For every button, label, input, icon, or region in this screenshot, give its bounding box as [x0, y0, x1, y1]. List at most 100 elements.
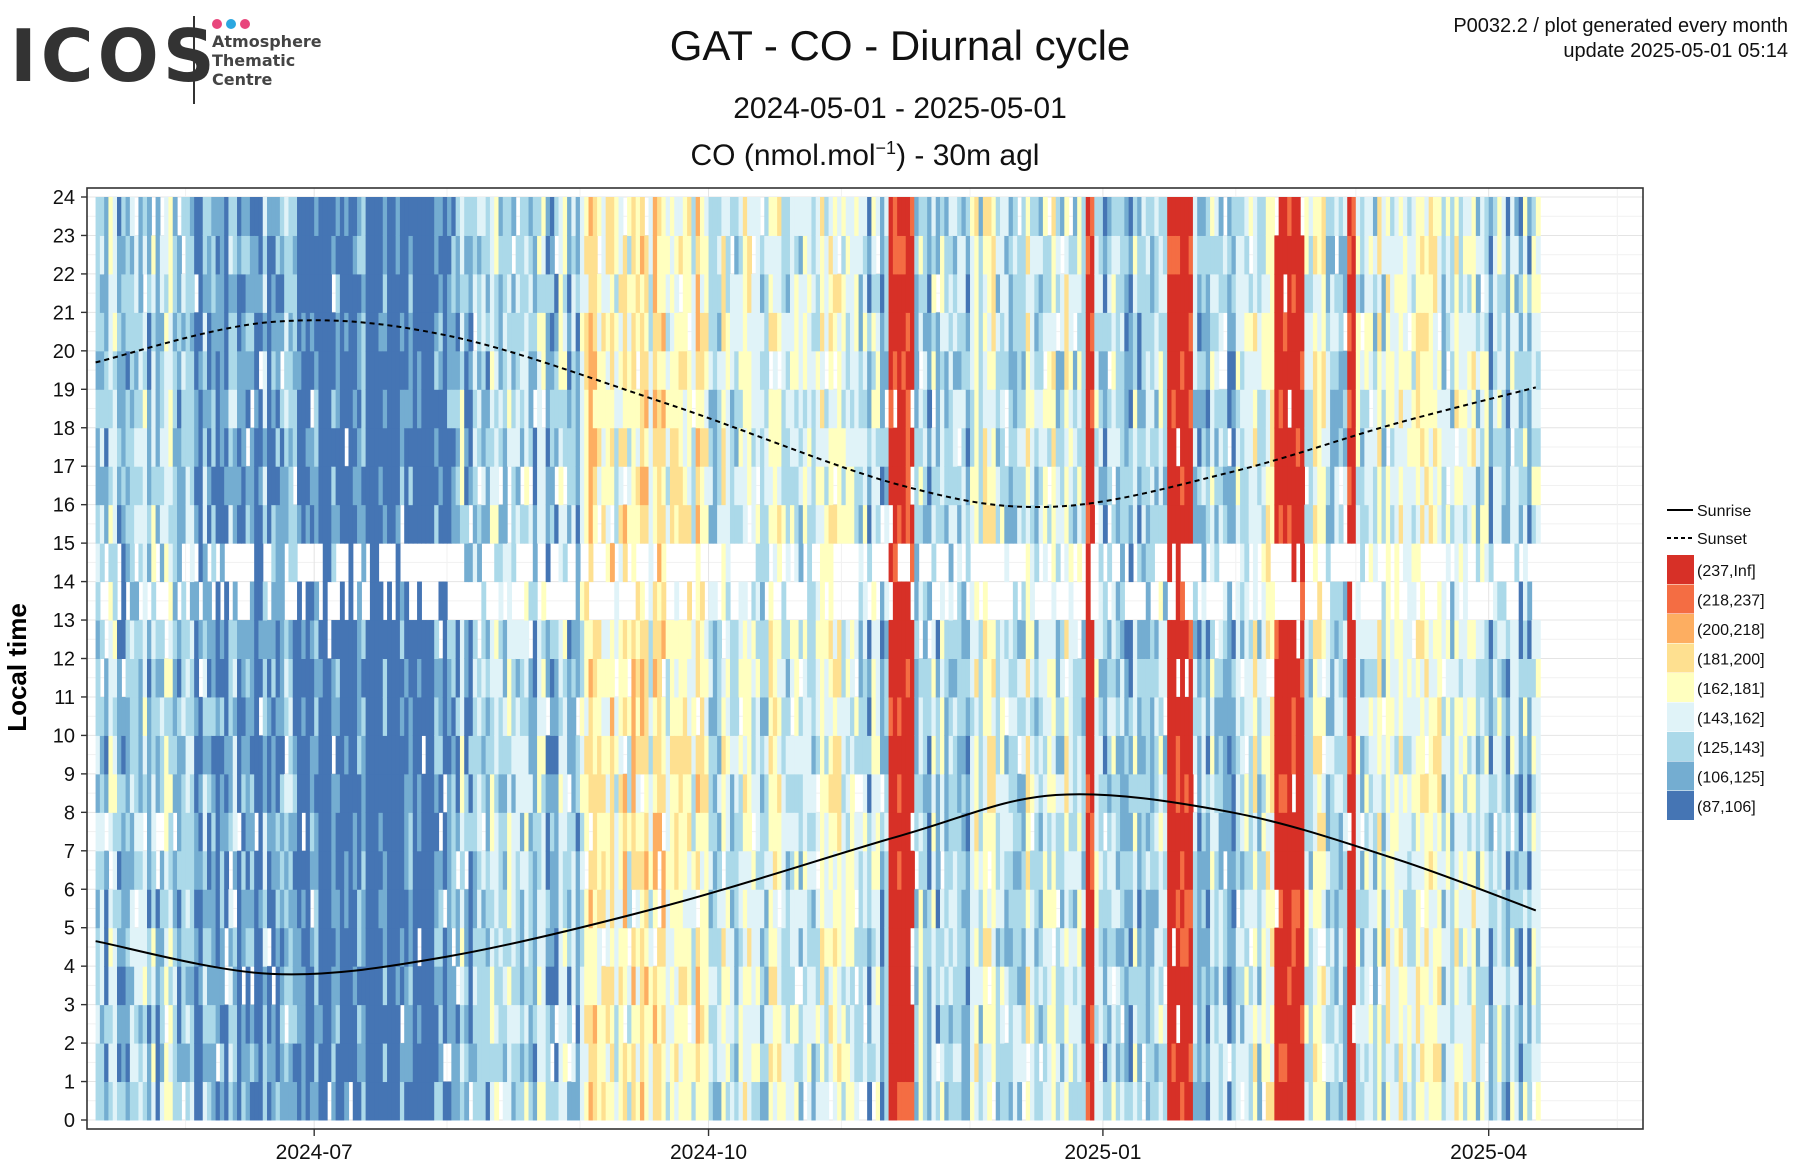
heatmap-cell	[597, 350, 602, 390]
heatmap-cell	[232, 850, 238, 890]
heatmap-cell	[772, 197, 778, 236]
heatmap-cell	[434, 427, 440, 467]
heatmap-cell	[592, 889, 598, 929]
heatmap-cell	[305, 620, 311, 659]
heatmap-cell	[477, 812, 482, 852]
heatmap-cell	[841, 235, 847, 275]
heatmap-cell	[794, 735, 800, 775]
heatmap-cell	[348, 427, 354, 467]
heatmap-cell	[1004, 197, 1010, 236]
heatmap-cell	[1021, 696, 1027, 736]
heatmap-cell	[1038, 466, 1044, 506]
heatmap-cell	[245, 812, 251, 852]
heatmap-cell	[644, 427, 650, 467]
heatmap-cell	[309, 581, 315, 621]
heatmap-cell	[635, 850, 641, 890]
heatmap-cell	[297, 581, 302, 621]
heatmap-cell	[592, 1081, 598, 1121]
heatmap-cell	[425, 389, 431, 429]
heatmap-cell	[404, 389, 410, 429]
heatmap-cell	[494, 273, 500, 313]
heatmap-cell	[412, 504, 418, 544]
heatmap-cell	[905, 889, 911, 929]
heatmap-cell	[832, 812, 838, 852]
heatmap-cell	[455, 312, 461, 352]
heatmap-cell	[567, 1081, 572, 1121]
heatmap-cell	[627, 504, 632, 544]
heatmap-cell	[970, 581, 975, 621]
heatmap-cell	[177, 1043, 182, 1083]
heatmap-cell	[134, 389, 140, 429]
heatmap-cell	[297, 927, 302, 967]
heatmap-cell	[875, 427, 881, 467]
heatmap-cell	[108, 389, 114, 429]
heatmap-cell	[948, 273, 954, 313]
heatmap-cell	[369, 927, 375, 967]
heatmap-cell	[1034, 927, 1040, 967]
heatmap-cell	[369, 620, 375, 659]
heatmap-cell	[404, 504, 410, 544]
heatmap-cell	[142, 504, 148, 544]
heatmap-cell	[828, 504, 834, 544]
heatmap-cell	[622, 312, 628, 352]
heatmap-cell	[511, 427, 517, 467]
heatmap-cell	[772, 273, 778, 313]
heatmap-cell	[245, 889, 251, 929]
heatmap-cell	[1000, 927, 1005, 967]
heatmap-cell	[1030, 504, 1035, 544]
heatmap-cell	[880, 966, 885, 1006]
heatmap-cell	[275, 543, 281, 583]
heatmap-cell	[678, 812, 684, 852]
heatmap-cell	[357, 966, 362, 1006]
heatmap-cell	[747, 466, 753, 506]
heatmap-cell	[224, 235, 230, 275]
heatmap-cell	[1034, 389, 1040, 429]
variable-title-exponent: −1	[875, 138, 897, 158]
heatmap-cell	[614, 812, 620, 852]
logo-wordmark: ICOS	[10, 14, 219, 98]
heatmap-cell	[164, 889, 170, 929]
heatmap-cell	[369, 504, 375, 544]
heatmap-cell	[245, 504, 251, 544]
heatmap-cell	[639, 620, 645, 659]
heatmap-cell	[841, 735, 847, 775]
heatmap-cell	[215, 696, 221, 736]
heatmap-cell	[125, 350, 131, 390]
heatmap-cell	[652, 1081, 658, 1121]
heatmap-cell	[215, 773, 221, 813]
heatmap-cell	[549, 1004, 555, 1044]
heatmap-cell	[1012, 273, 1018, 313]
heatmap-cell	[674, 735, 680, 775]
heatmap-cell	[742, 658, 748, 698]
heatmap-cell	[434, 966, 440, 1006]
heatmap-cell	[121, 350, 127, 390]
heatmap-cell	[228, 966, 234, 1006]
heatmap-cell	[742, 273, 748, 313]
heatmap-cell	[335, 1043, 341, 1083]
heatmap-cell	[202, 735, 208, 775]
heatmap-cell	[151, 312, 157, 352]
heatmap-cell	[845, 504, 851, 544]
heatmap-cell	[910, 504, 915, 544]
heatmap-cell	[785, 466, 791, 506]
heatmap-cell	[922, 504, 928, 544]
heatmap-cell	[584, 466, 590, 506]
heatmap-cell	[665, 812, 671, 852]
heatmap-cell	[541, 927, 547, 967]
heatmap-cell	[297, 504, 302, 544]
heatmap-cell	[888, 197, 894, 236]
heatmap-cell	[1008, 735, 1014, 775]
heatmap-cell	[948, 773, 954, 813]
heatmap-cell	[892, 773, 898, 813]
heatmap-cell	[837, 658, 843, 698]
heatmap-cell	[897, 389, 903, 429]
heatmap-cell	[348, 350, 354, 390]
heatmap-cell	[1030, 466, 1035, 506]
heatmap-cell	[288, 889, 294, 929]
heatmap-cell	[815, 235, 821, 275]
heatmap-cell	[927, 812, 933, 852]
heatmap-cell	[262, 273, 268, 313]
heatmap-cell	[567, 620, 572, 659]
heatmap-cell	[717, 850, 723, 890]
heatmap-cell	[901, 889, 907, 929]
